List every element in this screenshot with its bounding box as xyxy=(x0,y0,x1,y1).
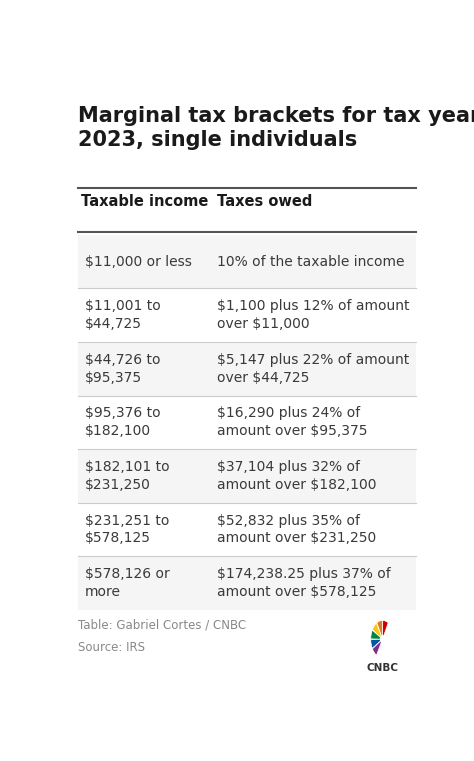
Text: $1,100 plus 12% of amount
over $11,000: $1,100 plus 12% of amount over $11,000 xyxy=(217,299,410,331)
Wedge shape xyxy=(371,630,383,639)
Bar xyxy=(78,556,416,610)
Text: $182,101 to
$231,250: $182,101 to $231,250 xyxy=(85,460,170,492)
Text: $16,290 plus 24% of
amount over $95,375: $16,290 plus 24% of amount over $95,375 xyxy=(217,406,368,438)
Wedge shape xyxy=(371,639,383,648)
Text: $5,147 plus 22% of amount
over $44,725: $5,147 plus 22% of amount over $44,725 xyxy=(217,353,410,385)
Text: $231,251 to
$578,125: $231,251 to $578,125 xyxy=(85,514,169,546)
Text: CNBC: CNBC xyxy=(366,663,399,673)
Text: $11,001 to
$44,725: $11,001 to $44,725 xyxy=(85,299,161,331)
Text: $37,104 plus 32% of
amount over $182,100: $37,104 plus 32% of amount over $182,100 xyxy=(217,460,377,492)
Text: $95,376 to
$182,100: $95,376 to $182,100 xyxy=(85,406,161,438)
Text: Table: Gabriel Cortes / CNBC: Table: Gabriel Cortes / CNBC xyxy=(78,619,246,632)
Text: $174,238.25 plus 37% of
amount over $578,125: $174,238.25 plus 37% of amount over $578… xyxy=(217,567,391,599)
Bar xyxy=(78,449,416,503)
Text: $11,000 or less: $11,000 or less xyxy=(85,255,192,269)
Text: $52,832 plus 35% of
amount over $231,250: $52,832 plus 35% of amount over $231,250 xyxy=(217,514,376,546)
Text: $578,126 or
more: $578,126 or more xyxy=(85,567,170,599)
Wedge shape xyxy=(383,620,388,639)
Text: 10% of the taxable income: 10% of the taxable income xyxy=(217,255,405,269)
Bar xyxy=(78,235,416,288)
Text: Source: IRS: Source: IRS xyxy=(78,641,145,654)
Bar xyxy=(78,288,416,342)
Bar xyxy=(78,342,416,396)
Bar xyxy=(78,396,416,449)
Text: Marginal tax brackets for tax year
2023, single individuals: Marginal tax brackets for tax year 2023,… xyxy=(78,106,474,150)
Wedge shape xyxy=(373,639,383,655)
Circle shape xyxy=(380,635,385,643)
Wedge shape xyxy=(377,620,383,639)
Wedge shape xyxy=(373,623,383,639)
Text: Taxable income: Taxable income xyxy=(82,194,209,209)
Text: $44,726 to
$95,375: $44,726 to $95,375 xyxy=(85,353,161,385)
Bar xyxy=(78,503,416,556)
Text: Taxes owed: Taxes owed xyxy=(217,194,312,209)
